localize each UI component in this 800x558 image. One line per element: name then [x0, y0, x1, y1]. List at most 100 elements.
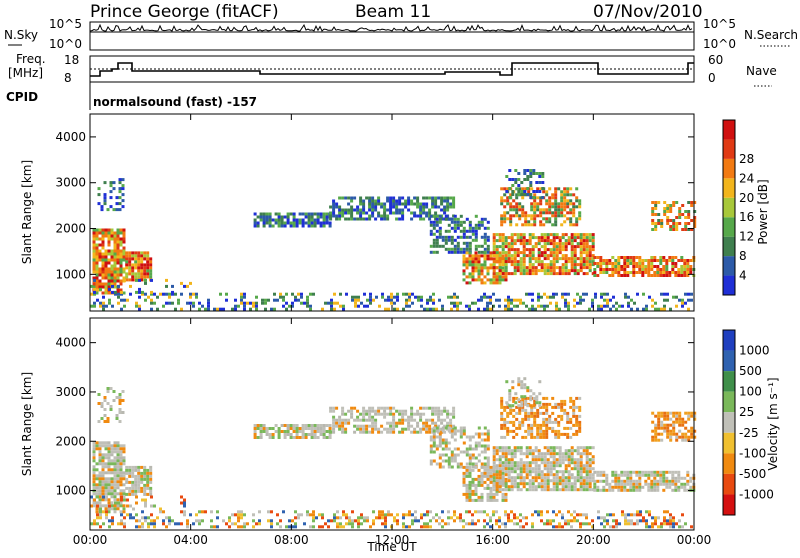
echo-cell: [660, 525, 663, 529]
echo-cell: [153, 292, 156, 296]
echo-cell: [492, 242, 496, 246]
echo-cell: [119, 489, 123, 493]
echo-cell: [521, 196, 525, 200]
echo-cell: [450, 459, 454, 463]
echo-cell: [474, 522, 477, 526]
echo-cell: [659, 256, 663, 259]
echo-cell: [665, 271, 669, 274]
echo-cell: [122, 267, 126, 271]
echo-cell: [312, 510, 315, 514]
echo-cell: [440, 208, 444, 212]
echo-cell: [431, 202, 435, 206]
echo-cell: [116, 252, 120, 256]
echo-cell: [121, 390, 125, 393]
echo-cell: [339, 525, 342, 529]
echo-cell: [450, 238, 454, 242]
echo-cell: [635, 488, 639, 492]
echo-cell: [389, 409, 393, 413]
echo-cell: [575, 414, 579, 418]
echo-cell: [606, 301, 609, 305]
echo-cell: [498, 257, 502, 261]
echo-cell: [207, 307, 210, 311]
echo-cell: [295, 424, 299, 427]
echo-cell: [483, 432, 487, 436]
echo-cell: [419, 430, 423, 434]
echo-cell: [122, 231, 126, 235]
echo-cell: [662, 470, 666, 474]
echo-cell: [513, 516, 516, 520]
echo-cell: [101, 444, 105, 448]
echo-cell: [117, 522, 120, 526]
echo-cell: [537, 485, 541, 489]
echo-cell: [686, 268, 690, 271]
echo-cell: [264, 298, 267, 302]
echo-cell: [398, 412, 402, 416]
echo-cell: [513, 298, 516, 302]
echo-cell: [113, 285, 117, 289]
echo-cell: [582, 446, 586, 450]
echo-cell: [513, 233, 517, 237]
echo-cell: [489, 474, 493, 478]
echo-cell: [681, 228, 685, 231]
echo-cell: [623, 482, 627, 486]
echo-cell: [549, 470, 553, 474]
echo-cell: [146, 269, 150, 273]
echo-cell: [402, 307, 405, 311]
echo-cell: [459, 250, 463, 254]
echo-cell: [110, 231, 114, 235]
echo-cell: [462, 235, 466, 239]
echo-cell: [113, 270, 117, 274]
echo-cell: [365, 430, 369, 434]
echo-cell: [511, 193, 515, 196]
colorbar-swatch: [723, 330, 735, 351]
echo-cell: [444, 459, 448, 463]
echo-cell: [554, 193, 558, 197]
echo-cell: [432, 459, 436, 463]
echo-cell: [365, 427, 369, 431]
echo-cell: [504, 298, 507, 302]
echo-cell: [392, 424, 396, 428]
echo-cell: [116, 261, 120, 265]
echo-cell: [517, 377, 521, 381]
echo-cell: [95, 228, 99, 232]
echo-cell: [554, 196, 558, 200]
echo-cell: [119, 228, 123, 232]
echo-cell: [656, 259, 660, 262]
echo-cell: [573, 248, 577, 252]
echo-cell: [638, 271, 642, 274]
echo-cell: [516, 248, 520, 252]
echo-cell: [122, 474, 126, 478]
echo-cell: [495, 251, 499, 255]
echo-cell: [389, 199, 393, 203]
echo-cell: [654, 228, 658, 231]
echo-cell: [513, 470, 517, 474]
echo-cell: [447, 462, 451, 466]
colorbar-swatch: [723, 236, 735, 257]
echo-cell: [582, 245, 586, 249]
echo-cell: [495, 522, 498, 526]
echo-cell: [576, 263, 580, 267]
echo-cell: [501, 236, 505, 240]
echo-cell: [510, 461, 514, 465]
echo-cell: [468, 281, 472, 285]
echo-cell: [567, 242, 571, 246]
echo-cell: [690, 219, 694, 222]
echo-cell: [339, 292, 342, 296]
echo-cell: [591, 248, 595, 252]
echo-cell: [95, 258, 99, 262]
echo-cell: [101, 456, 105, 460]
echo-cell: [515, 432, 519, 436]
echo-cell: [371, 415, 375, 419]
echo-cell: [552, 464, 556, 468]
echo-cell: [501, 452, 505, 456]
echo-cell: [665, 262, 669, 265]
echo-cell: [104, 489, 108, 493]
echo-cell: [654, 213, 658, 216]
echo-cell: [560, 199, 564, 203]
echo-cell: [138, 519, 141, 523]
echo-cell: [384, 519, 387, 523]
echo-cell: [131, 471, 135, 475]
echo-cell: [462, 232, 466, 236]
echo-cell: [258, 510, 261, 514]
